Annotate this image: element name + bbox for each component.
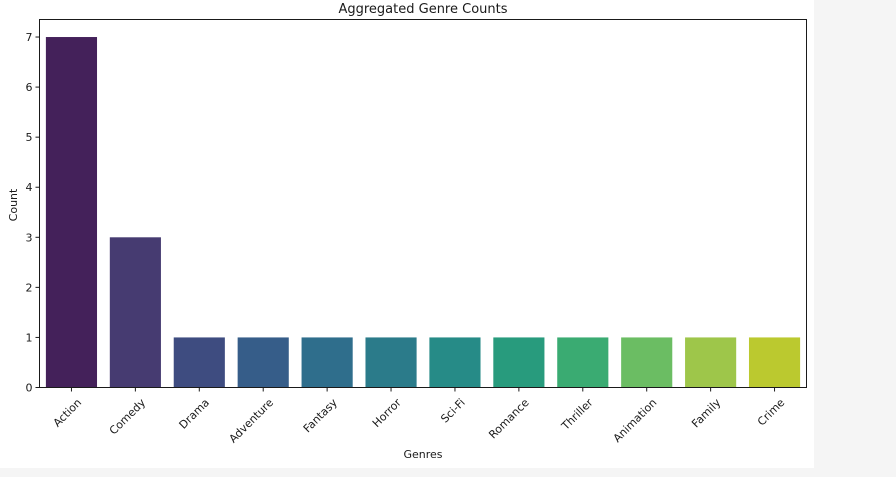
bar-romance	[493, 337, 545, 388]
bar-sci-fi	[429, 337, 481, 388]
y-tick-label: 7	[26, 31, 33, 44]
bar-animation	[621, 337, 673, 388]
y-tick-label: 2	[26, 281, 33, 294]
plot-area-frame	[39, 19, 807, 388]
bar-comedy	[109, 237, 161, 388]
y-axis-label: Count	[7, 188, 20, 221]
bar-fantasy	[301, 337, 353, 388]
chart-title: Aggregated Genre Counts	[338, 2, 507, 17]
y-tick-label: 6	[26, 81, 33, 94]
bar-adventure	[237, 337, 289, 388]
x-tick-label: Drama	[177, 396, 212, 431]
bar-crime	[748, 337, 801, 388]
y-tick-label: 3	[26, 231, 33, 244]
background-margin-right	[814, 0, 896, 477]
y-tick-label: 5	[26, 131, 33, 144]
x-tick-label: Adventure	[227, 396, 277, 446]
y-tick-label: 0	[26, 382, 33, 395]
x-tick-label: Fantasy	[301, 396, 340, 435]
bars-group	[45, 37, 801, 388]
x-tick-label: Family	[689, 396, 724, 431]
y-axis-ticks: 0 1 2 3 4 5 6 7	[26, 31, 40, 395]
x-tick-label: Thriller	[558, 396, 596, 434]
bar-horror	[365, 337, 417, 388]
bar-drama	[173, 337, 225, 388]
bar-action	[45, 37, 98, 388]
bar-chart: Aggregated Genre Counts 0 1 2 3 4 5 6 7 Action C…	[7, 2, 807, 461]
bar-family	[685, 337, 737, 388]
x-tick-label: Comedy	[107, 396, 149, 438]
x-tick-label: Sci-Fi	[438, 396, 467, 425]
background-margin-bottom	[0, 468, 814, 477]
x-tick-label: Romance	[486, 396, 532, 442]
x-tick-label: Action	[51, 396, 85, 430]
x-tick-label: Crime	[755, 396, 788, 429]
x-axis-ticks: Action Comedy Drama Adventure Fantasy Horror S…	[51, 387, 788, 446]
x-tick-label: Animation	[611, 396, 660, 445]
x-axis-label: Genres	[403, 448, 442, 461]
figure-canvas: Aggregated Genre Counts 0 1 2 3 4 5 6 7 Action C…	[7, 2, 807, 461]
y-tick-label: 4	[26, 181, 33, 194]
x-tick-label: Horror	[370, 396, 404, 430]
bar-thriller	[557, 337, 609, 388]
y-tick-label: 1	[26, 331, 33, 344]
